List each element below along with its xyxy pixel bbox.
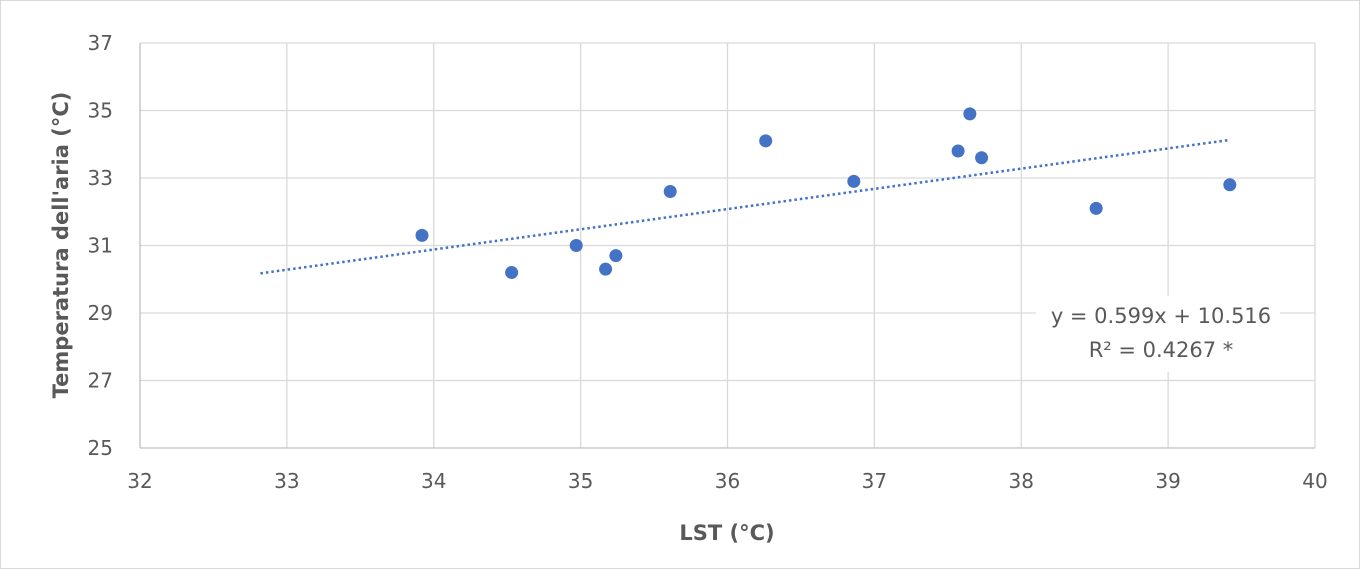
data-point (1089, 201, 1103, 215)
x-tick-label: 39 (1155, 469, 1180, 493)
data-point (505, 266, 519, 279)
x-tick-label: 33 (274, 469, 299, 493)
gridlines (140, 42, 1316, 448)
x-tick-labels: 32 33 34 35 36 37 38 39 40 (127, 469, 1327, 493)
r-squared-label: R² = 0.4267 * (1089, 338, 1234, 362)
trendline (260, 138, 1230, 275)
x-tick-label: 40 (1302, 469, 1327, 493)
y-tick-label: 35 (88, 99, 113, 123)
y-tick-label: 37 (88, 31, 113, 55)
trendline-group (260, 138, 1230, 275)
data-point (847, 174, 861, 188)
y-tick-labels: 25 27 29 31 33 35 37 (88, 31, 113, 460)
data-point (1223, 178, 1237, 192)
x-tick-label: 34 (421, 469, 446, 493)
x-tick-label: 36 (715, 469, 740, 493)
data-point (663, 185, 677, 198)
y-tick-label: 29 (88, 301, 113, 325)
axes (139, 43, 1315, 449)
equation-backdrop (1036, 296, 1280, 372)
y-tick-label: 25 (88, 436, 113, 460)
y-tick-label: 27 (88, 369, 113, 393)
data-point (609, 249, 623, 263)
x-tick-label: 38 (1009, 469, 1034, 493)
y-axis-title: Temperatura dell'aria (°C) (49, 92, 73, 399)
data-point (415, 228, 429, 242)
y-tick-label: 33 (88, 166, 113, 190)
data-point (569, 239, 583, 252)
x-tick-label: 37 (862, 469, 887, 493)
regression-equation: y = 0.599x + 10.516 (1051, 304, 1271, 328)
data-point (599, 262, 613, 276)
data-point (963, 107, 977, 121)
y-tick-label: 31 (88, 234, 113, 258)
data-point (975, 151, 989, 165)
data-points (415, 107, 1237, 279)
data-point (759, 134, 773, 148)
x-axis-title: LST (°C) (679, 521, 774, 545)
x-tick-label: 35 (568, 469, 593, 493)
x-tick-label: 32 (127, 469, 152, 493)
data-point (951, 144, 965, 158)
